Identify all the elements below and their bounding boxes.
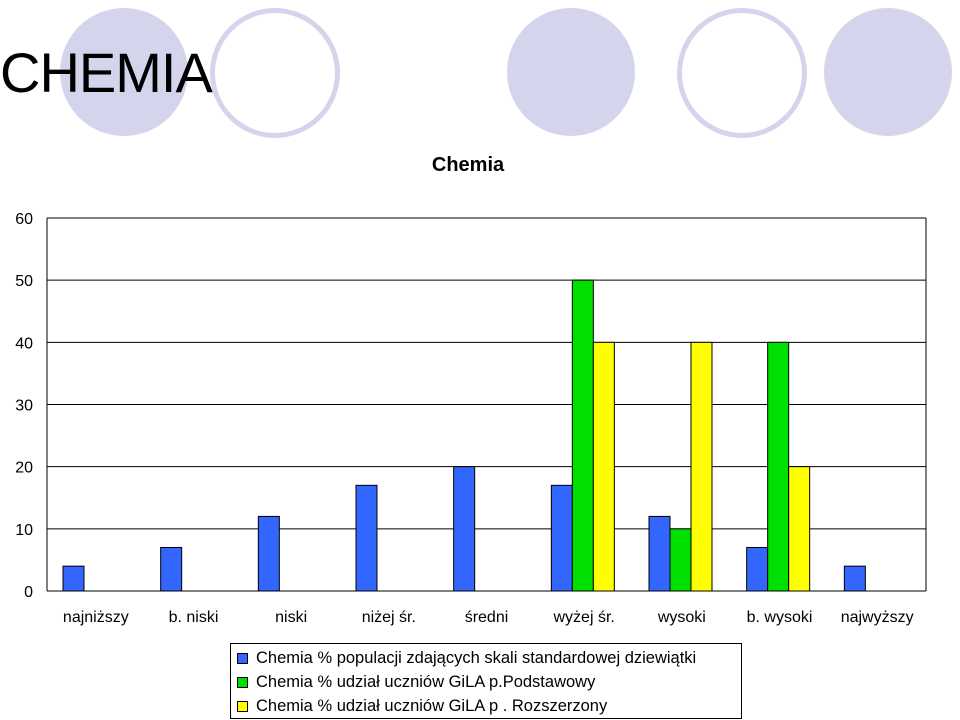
legend-swatch	[237, 700, 248, 712]
legend-swatch	[237, 652, 248, 664]
legend-label: Chemia % populacji zdających skali stand…	[256, 648, 697, 667]
bar	[62, 565, 85, 592]
legend-swatch	[237, 676, 248, 688]
x-tick-label: niski	[275, 609, 307, 626]
bar	[690, 341, 713, 592]
legend-label: Chemia % udział uczniów GiLA p.Podstawow…	[256, 672, 596, 691]
y-tick-label: 20	[15, 460, 33, 477]
bar	[592, 341, 615, 592]
chart-legend: Chemia % populacji zdających skali stand…	[230, 643, 742, 719]
x-tick-label: b. niski	[169, 609, 219, 626]
slide-title: CHEMIA	[0, 41, 213, 104]
bar-chart: Chemia 0 10 20 30 40 50 60 najniższy b. niski ni…	[15, 154, 927, 626]
y-axis-ticks: 0 10 20 30 40 50 60	[15, 211, 33, 601]
x-tick-label: b. wysoki	[747, 609, 813, 626]
axes	[46, 217, 927, 592]
legend-item: Chemia % populacji zdających skali stand…	[237, 647, 696, 669]
bar	[767, 341, 790, 592]
bar	[453, 466, 476, 592]
bars	[62, 279, 866, 592]
y-tick-label: 0	[24, 584, 33, 601]
decorative-ring-1	[210, 8, 340, 138]
legend-item: Chemia % udział uczniów GiLA p.Podstawow…	[237, 671, 595, 693]
bar	[669, 528, 692, 592]
bar	[257, 515, 280, 592]
y-tick-label: 50	[15, 273, 33, 290]
bar	[355, 484, 378, 592]
legend-label: Chemia % udział uczniów GiLA p . Rozszer…	[256, 696, 608, 715]
decorative-circle-3	[824, 8, 952, 136]
y-tick-label: 30	[15, 398, 33, 415]
x-tick-label: wyżej śr.	[552, 609, 614, 626]
bar	[648, 515, 671, 592]
x-tick-label: niżej śr.	[362, 609, 416, 626]
x-tick-label: średni	[465, 609, 509, 626]
bar	[160, 546, 183, 592]
y-tick-label: 60	[15, 211, 33, 228]
decorative-circle-2	[507, 8, 635, 136]
bar	[550, 484, 573, 592]
bar	[843, 565, 866, 592]
x-axis-ticks: najniższy b. niski niski niżej śr. średni wyż…	[63, 609, 914, 626]
y-tick-label: 40	[15, 335, 33, 352]
x-tick-label: najwyższy	[841, 609, 914, 626]
bar	[746, 546, 769, 592]
x-tick-label: najniższy	[63, 609, 129, 626]
x-tick-label: wysoki	[657, 609, 706, 626]
decorative-ring-2	[677, 8, 807, 138]
bar	[571, 279, 594, 592]
bar	[788, 466, 811, 592]
legend-item: Chemia % udział uczniów GiLA p . Rozszer…	[237, 695, 607, 717]
decorative-circle-1	[60, 8, 188, 136]
y-tick-label: 10	[15, 522, 33, 539]
chart-title: Chemia	[432, 154, 505, 176]
